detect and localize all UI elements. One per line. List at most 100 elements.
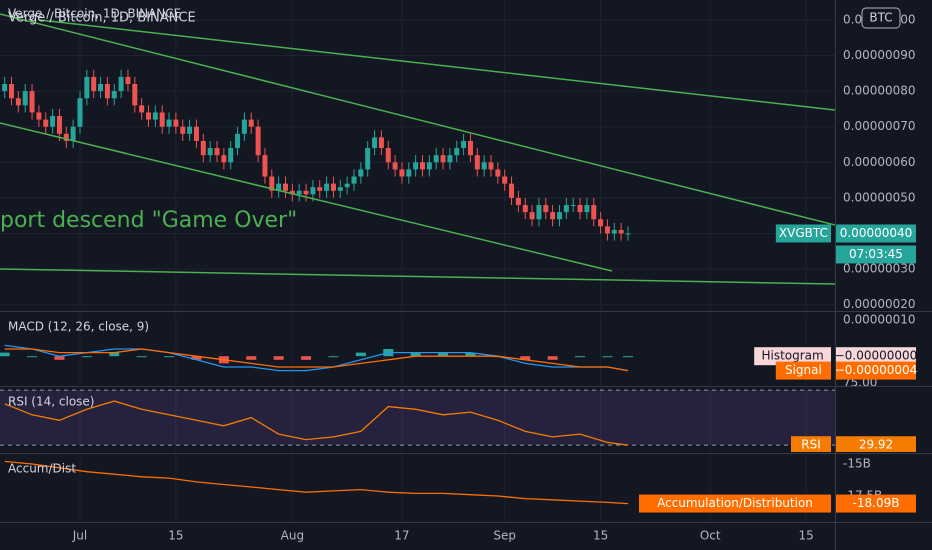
- y-tick-label: 0.00000010: [843, 313, 916, 327]
- last-value-label-box: [836, 224, 916, 243]
- last-value-label: -18.09B: [836, 494, 916, 513]
- candle-body: [625, 233, 631, 235]
- histogram-bar: [520, 356, 531, 360]
- candle-body: [474, 155, 480, 170]
- candle-body: [118, 76, 124, 92]
- histogram-bar: [81, 356, 92, 358]
- series-line: [4, 344, 629, 372]
- candle-body: [584, 205, 590, 213]
- series-name-label-text: XVGBTC: [779, 226, 828, 240]
- candle-body: [152, 112, 158, 120]
- candle-body: [577, 205, 583, 213]
- candle-body: [365, 148, 371, 170]
- panel-title: Verge / Bitcoin, 1D, BINANCE: [8, 7, 181, 21]
- panel-title: MACD (12, 26, close, 9): [8, 320, 149, 334]
- candle-body: [310, 187, 316, 195]
- histogram-bar: [246, 356, 257, 360]
- candle-body: [9, 83, 14, 99]
- histogram-bar: [575, 356, 586, 358]
- candle-body: [2, 83, 8, 92]
- histogram-bar: [465, 352, 476, 357]
- candle-body: [392, 162, 398, 170]
- panel-marks: [0, 344, 633, 372]
- histogram-bar: [547, 356, 558, 360]
- x-tick-label: Jul: [72, 529, 87, 543]
- histogram-bar: [54, 356, 65, 360]
- x-tick-label: 15: [593, 529, 608, 543]
- series-line: [4, 400, 629, 446]
- candle-body: [413, 162, 419, 170]
- candle-body: [570, 205, 576, 207]
- histogram-bar: [623, 356, 633, 358]
- candle-body: [426, 162, 432, 170]
- histogram-bar: [27, 356, 38, 358]
- series-name-label: RSI: [791, 436, 831, 452]
- x-tick-label: Sep: [493, 529, 516, 543]
- last-value-label: 0.00000040: [836, 224, 916, 243]
- candle-body: [139, 105, 145, 113]
- x-tick-label: Aug: [281, 529, 304, 543]
- candle-body: [248, 119, 254, 127]
- histogram-bar: [164, 356, 175, 358]
- candle-body: [598, 219, 604, 227]
- last-value-label-box: [836, 494, 916, 513]
- last-value-label-text: 0.00000040: [840, 226, 913, 240]
- candle-body: [56, 116, 62, 134]
- trendline: [0, 268, 835, 285]
- series-line: [4, 348, 629, 372]
- candle-body: [70, 126, 76, 141]
- histogram-bar: [328, 356, 339, 358]
- candle-body: [269, 176, 275, 191]
- last-value-label-text: -18.09B: [853, 496, 900, 510]
- candle-body: [611, 229, 617, 234]
- candle-body: [15, 98, 21, 106]
- chart-title: Verge / Bitcoin, 1D, BINANCE: [8, 11, 196, 26]
- countdown-label-text: 07:03:45: [849, 247, 903, 261]
- countdown-label-box: [836, 245, 916, 264]
- candle-body: [509, 183, 515, 198]
- candle-body: [481, 162, 487, 170]
- candle-body: [433, 155, 439, 163]
- candle-body: [289, 190, 295, 195]
- series-name-label-box: [754, 347, 831, 366]
- candle-body: [111, 91, 117, 99]
- last-value-label-text: −0.00000004: [835, 363, 918, 377]
- y-tick-label: 0.00000030: [843, 262, 916, 276]
- trendlines: [0, 13, 835, 285]
- currency-badge[interactable]: [861, 7, 901, 29]
- y-tick-label: 0.00000050: [843, 190, 916, 204]
- histogram-bar: [410, 352, 421, 357]
- candle-body: [166, 119, 172, 127]
- series-name-label: XVGBTC: [775, 224, 831, 243]
- candle-body: [91, 76, 97, 92]
- currency-label[interactable]: BTC: [869, 11, 892, 25]
- candle-body: [344, 183, 350, 188]
- candle-body: [63, 133, 69, 141]
- last-value-label: −0.00000000: [835, 347, 918, 366]
- candle-body: [454, 148, 460, 156]
- y-tick-label: 0.00000070: [843, 119, 916, 133]
- series-name-label-text: Accumulation/Distribution: [657, 496, 813, 510]
- candle-body: [29, 91, 35, 113]
- candle-body: [420, 162, 425, 170]
- marks-layer: [0, 69, 835, 505]
- series-name-label-text: Histogram: [761, 349, 823, 363]
- histogram-bar: [0, 352, 10, 357]
- series-name-label-box: [639, 494, 831, 513]
- y-tick-label: 0.00000060: [843, 155, 916, 169]
- candle-body: [200, 140, 206, 156]
- candle-body: [146, 112, 151, 120]
- panel-title: RSI (14, close): [8, 395, 94, 409]
- candle-body: [132, 83, 138, 106]
- series-name-label-text: RSI: [801, 438, 821, 452]
- trendline: [39, 19, 835, 111]
- histogram-bar: [301, 356, 312, 360]
- candle-body: [125, 76, 131, 84]
- candle-body: [550, 212, 556, 220]
- last-value-label-text: −0.00000000: [835, 349, 918, 363]
- last-value-label: −0.00000004: [835, 361, 918, 380]
- series-name-label: Signal: [775, 361, 831, 380]
- candle-body: [296, 190, 302, 195]
